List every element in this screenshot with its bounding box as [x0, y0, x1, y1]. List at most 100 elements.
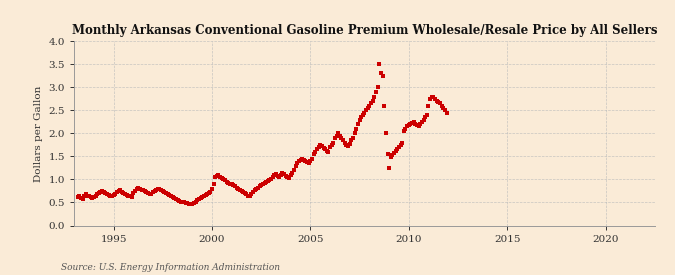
- Point: [162, 191, 173, 196]
- Point: [298, 157, 309, 162]
- Point: [360, 108, 371, 112]
- Point: [225, 182, 236, 186]
- Point: [356, 115, 367, 119]
- Point: [343, 144, 354, 148]
- Point: [318, 146, 329, 150]
- Point: [173, 199, 184, 203]
- Title: Monthly Arkansas Conventional Gasoline Premium Wholesale/Resale Price by All Sel: Monthly Arkansas Conventional Gasoline P…: [72, 24, 657, 37]
- Point: [395, 143, 406, 147]
- Point: [246, 192, 256, 196]
- Point: [420, 115, 431, 119]
- Point: [267, 175, 278, 179]
- Point: [157, 189, 168, 193]
- Point: [182, 201, 193, 206]
- Point: [382, 152, 393, 156]
- Point: [261, 180, 271, 185]
- Point: [159, 190, 170, 194]
- Point: [407, 121, 418, 125]
- Point: [405, 122, 416, 126]
- Point: [369, 94, 380, 99]
- Point: [387, 153, 398, 158]
- Point: [248, 190, 259, 194]
- Point: [367, 99, 378, 103]
- Point: [297, 156, 308, 161]
- Point: [290, 163, 301, 168]
- Point: [184, 202, 194, 206]
- Point: [105, 193, 115, 198]
- Point: [92, 192, 103, 196]
- Point: [321, 149, 332, 153]
- Point: [133, 186, 144, 190]
- Point: [277, 170, 288, 175]
- Point: [431, 99, 442, 103]
- Point: [251, 186, 262, 191]
- Point: [303, 161, 314, 166]
- Point: [180, 201, 191, 205]
- Point: [108, 193, 119, 197]
- Point: [259, 181, 270, 185]
- Point: [394, 145, 404, 149]
- Point: [102, 191, 113, 196]
- Point: [280, 174, 291, 178]
- Point: [380, 131, 391, 136]
- Point: [284, 176, 294, 180]
- Point: [352, 122, 363, 126]
- Point: [208, 182, 219, 186]
- Point: [233, 186, 244, 191]
- Point: [134, 186, 145, 191]
- Point: [177, 200, 188, 204]
- Point: [192, 197, 202, 202]
- Point: [99, 190, 109, 194]
- Point: [308, 152, 319, 156]
- Point: [428, 94, 439, 99]
- Point: [218, 177, 229, 182]
- Point: [161, 191, 171, 195]
- Point: [77, 197, 88, 201]
- Point: [187, 202, 198, 206]
- Point: [244, 194, 255, 199]
- Point: [412, 123, 423, 127]
- Point: [74, 194, 84, 198]
- Point: [82, 193, 93, 198]
- Point: [139, 189, 150, 193]
- Point: [176, 199, 186, 204]
- Point: [188, 201, 199, 206]
- Point: [266, 177, 277, 182]
- Point: [325, 145, 335, 149]
- Point: [202, 192, 213, 196]
- Point: [200, 193, 211, 197]
- Point: [221, 180, 232, 184]
- Point: [359, 111, 370, 115]
- Point: [223, 181, 234, 185]
- Point: [142, 191, 153, 195]
- Point: [220, 178, 231, 183]
- Point: [305, 159, 316, 163]
- Point: [115, 188, 126, 193]
- Point: [264, 178, 275, 183]
- Point: [323, 150, 334, 154]
- Point: [415, 122, 426, 126]
- Point: [398, 129, 409, 133]
- Point: [179, 200, 190, 205]
- Point: [80, 192, 91, 196]
- Point: [371, 90, 381, 94]
- Point: [423, 103, 434, 108]
- Point: [429, 97, 440, 101]
- Point: [392, 147, 403, 152]
- Point: [374, 62, 385, 67]
- Point: [125, 194, 136, 199]
- Point: [95, 190, 106, 194]
- Y-axis label: Dollars per Gallon: Dollars per Gallon: [34, 85, 43, 182]
- Point: [146, 192, 157, 196]
- Point: [238, 190, 248, 194]
- Point: [131, 186, 142, 191]
- Point: [271, 172, 281, 176]
- Point: [279, 172, 290, 176]
- Point: [397, 140, 408, 145]
- Point: [346, 138, 356, 142]
- Point: [441, 111, 452, 115]
- Point: [362, 106, 373, 110]
- Point: [435, 101, 446, 106]
- Point: [130, 189, 140, 193]
- Point: [153, 186, 163, 191]
